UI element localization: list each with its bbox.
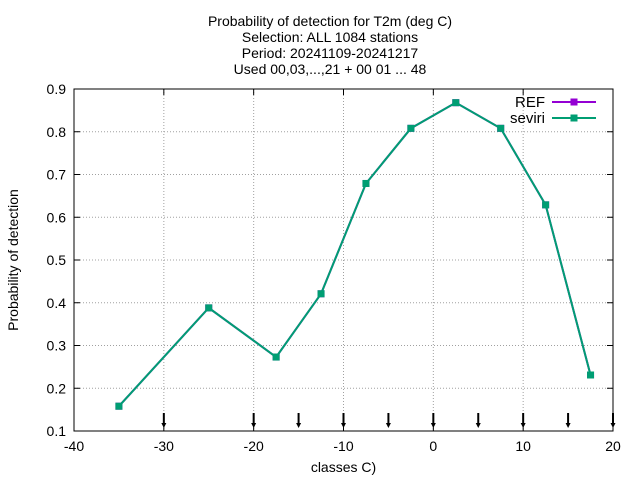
grid <box>74 89 613 431</box>
legend-label: REF <box>515 94 545 111</box>
data-point <box>115 402 123 410</box>
class-marker-head <box>341 423 346 428</box>
title-line: Period: 20241109-20241217 <box>242 45 419 61</box>
series-line <box>118 101 592 407</box>
x-tick-label: -40 <box>64 438 84 454</box>
class-marker-head <box>565 423 571 428</box>
legend-marker <box>570 98 578 106</box>
title-line: Selection: ALL 1084 stations <box>242 29 418 45</box>
y-tick-label: 0.3 <box>47 338 67 354</box>
x-tick-label: 20 <box>605 438 621 454</box>
data-point <box>407 124 415 132</box>
class-marker-head <box>161 423 167 428</box>
y-tick-label: 0.7 <box>47 167 67 183</box>
chart-title: Probability of detection for T2m (deg C)… <box>208 13 452 77</box>
class-marker-head <box>430 423 436 428</box>
y-tick-label: 0.4 <box>47 295 67 311</box>
series <box>115 99 595 410</box>
y-tick-label: 0.5 <box>47 252 67 268</box>
class-markers <box>161 413 616 428</box>
data-point <box>317 290 325 298</box>
series-REF <box>115 99 595 410</box>
class-marker-head <box>296 423 302 428</box>
title-line: Probability of detection for T2m (deg C) <box>208 13 452 29</box>
class-marker-head <box>251 423 257 428</box>
data-point <box>587 371 595 379</box>
class-marker-head <box>610 423 616 428</box>
x-tick-label: -30 <box>154 438 174 454</box>
legend-label: seviri <box>510 110 545 127</box>
y-tick-label: 0.9 <box>47 81 67 97</box>
class-marker-head <box>475 423 481 428</box>
data-point <box>542 201 550 209</box>
title-line: Used 00,03,...,21 + 00 01 ... 48 <box>234 61 427 77</box>
y-tick-label: 0.8 <box>47 124 67 140</box>
data-point <box>272 353 280 361</box>
x-axis-label: classes C) <box>311 459 376 475</box>
class-marker-head <box>520 423 526 428</box>
x-tick-label: 0 <box>429 438 437 454</box>
class-marker-head <box>385 423 391 428</box>
series-seviri <box>115 99 595 410</box>
legend-marker <box>570 114 578 122</box>
series-line <box>118 101 592 407</box>
y-tick-label: 0.6 <box>47 209 67 225</box>
data-point <box>205 304 213 312</box>
data-point <box>452 99 460 107</box>
data-point <box>497 124 505 132</box>
data-point <box>362 179 370 187</box>
x-tick-label: -20 <box>244 438 264 454</box>
y-tick-label: 0.1 <box>47 423 67 439</box>
y-axis-label: Probability of detection <box>5 189 21 331</box>
y-tick-label: 0.2 <box>47 380 67 396</box>
x-tick-label: 10 <box>515 438 531 454</box>
x-tick-label: -10 <box>333 438 353 454</box>
axis-ticks: -40 -30 -20 -10 0 10 20 0.1 0.2 0.3 0.4 0.5 0.6 0.7 0.… <box>47 81 621 454</box>
